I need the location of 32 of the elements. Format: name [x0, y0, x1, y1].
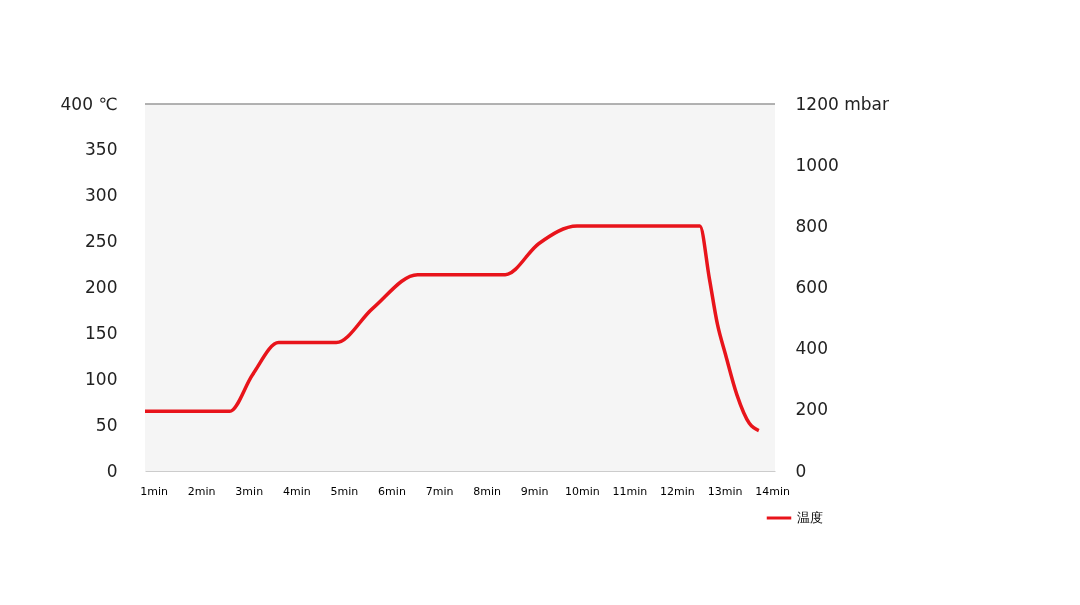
y-tick-label: 100	[85, 368, 118, 389]
y2-tick-label: 800	[795, 215, 828, 236]
x-tick-label: 2min	[187, 484, 216, 498]
x-tick-label: 11min	[612, 484, 648, 498]
x-tick-label: 8min	[473, 484, 502, 498]
y2-tick-label: 400	[795, 338, 828, 359]
legend-label: 温度	[797, 510, 823, 525]
x-tick-label: 9min	[520, 484, 549, 498]
y2-tick-label: 1200 mbar	[795, 93, 889, 114]
x-tick-label: 5min	[330, 484, 359, 498]
y-tick-label: 400 ℃	[60, 93, 118, 114]
line-series	[143, 224, 761, 433]
y2-tick-label: 1000	[795, 154, 839, 175]
x-tick-label: 14min	[755, 484, 791, 498]
x-tick-label: 4min	[282, 484, 311, 498]
y-tick-label: 200	[85, 277, 118, 297]
y-tick-label: 50	[95, 414, 118, 435]
y-tick-label: 150	[85, 322, 118, 343]
y2-tick-label: 0	[795, 460, 807, 481]
x-tick-label: 6min	[378, 484, 406, 498]
x-tick-label: 1min	[140, 484, 168, 498]
x-tick-label: 7min	[425, 484, 454, 498]
x-tick-label: 3min	[235, 484, 264, 498]
y-tick-label: 250	[85, 231, 118, 252]
x-tick-label: 10min	[564, 484, 600, 498]
y-tick-label: 0	[106, 460, 118, 481]
x-tick-label: 12min	[660, 484, 695, 498]
y2-tick-label: 600	[795, 277, 828, 297]
y2-tick-label: 200	[795, 399, 828, 420]
y-tick-label: 350	[85, 139, 118, 160]
x-tick-label: 13min	[707, 484, 743, 498]
y-tick-label: 300	[85, 185, 118, 206]
